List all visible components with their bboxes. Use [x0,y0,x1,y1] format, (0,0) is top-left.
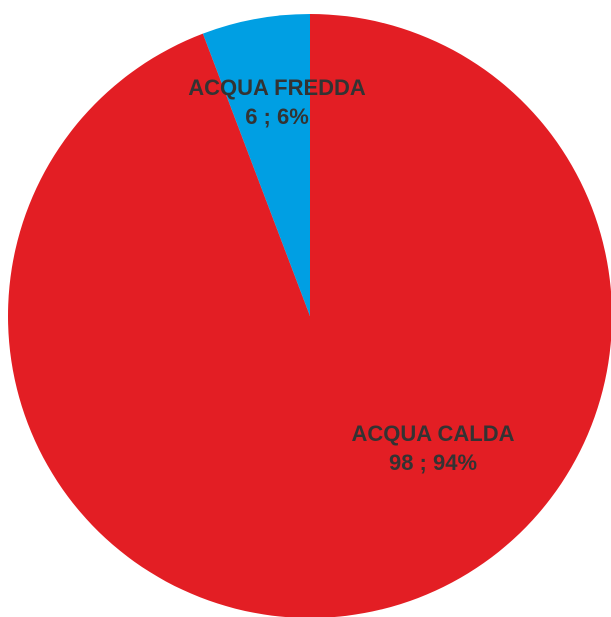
pie-slices [8,14,611,617]
slice-label-acqua-calda-name: ACQUA CALDA [352,421,515,446]
pie-slice-acqua-calda [8,14,611,617]
pie-slice-acqua-fredda [202,14,310,316]
slice-label-acqua-calda-value: 98 ; 94% [389,450,477,475]
slice-label-acqua-fredda-value: 6 ; 6% [245,104,309,129]
pie-data-labels: ACQUA CALDA 98 ; 94% ACQUA FREDDA 6 ; 6% [188,75,514,475]
slice-label-acqua-fredda-name: ACQUA FREDDA [188,75,366,100]
